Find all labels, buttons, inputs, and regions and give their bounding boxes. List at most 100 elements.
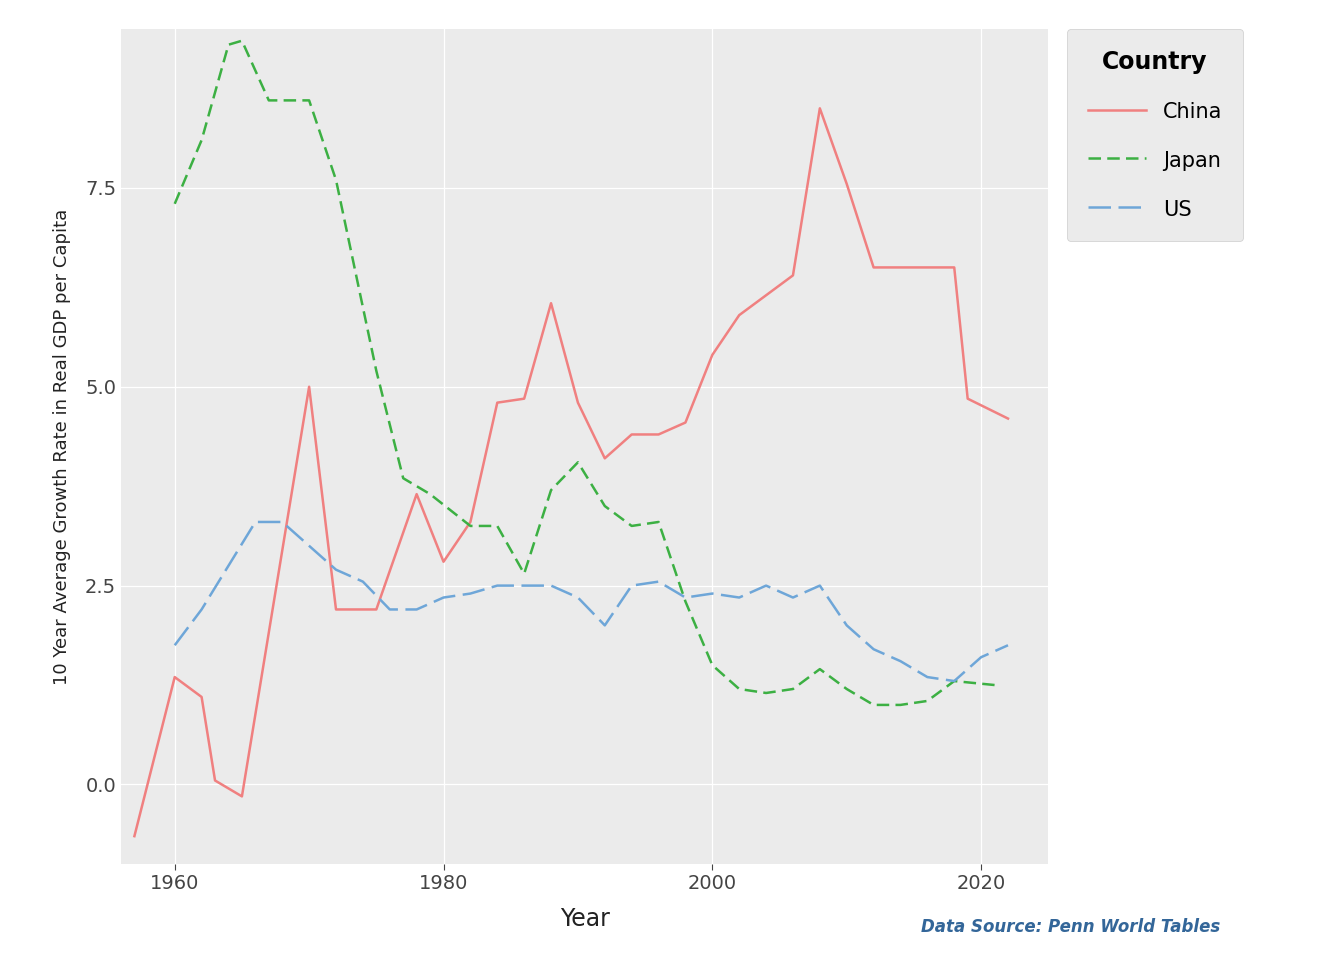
US [650,576,667,588]
US [597,619,613,631]
US [866,643,882,655]
Japan [328,174,344,185]
China [570,396,586,408]
China [624,429,640,441]
Line: Japan: Japan [175,40,995,705]
China [839,179,855,190]
China [731,309,747,321]
China [167,671,183,683]
US [274,516,290,528]
Japan [785,684,801,695]
US [785,591,801,603]
US [409,604,425,615]
US [731,591,747,603]
Japan [704,660,720,671]
Japan [839,684,855,695]
US [435,591,452,603]
Japan [395,472,411,484]
Japan [368,365,384,376]
US [704,588,720,599]
US [1000,639,1016,651]
China [301,381,317,393]
Japan [167,198,183,209]
Japan [812,663,828,675]
China [368,604,384,615]
Japan [516,568,532,580]
China [462,516,478,528]
China [785,270,801,281]
Text: Data Source: Penn World Tables: Data Source: Penn World Tables [921,918,1220,936]
US [328,564,344,575]
China [866,262,882,274]
US [919,671,935,683]
Japan [489,520,505,532]
China [946,262,962,274]
China [489,396,505,408]
China [892,262,909,274]
Legend: China, Japan, US: China, Japan, US [1067,29,1243,241]
China [126,830,142,842]
China [704,349,720,361]
China [435,556,452,567]
Line: US: US [175,522,1008,681]
China [1000,413,1016,424]
Japan [624,520,640,532]
China [677,417,694,428]
Japan [892,699,909,710]
US [247,516,263,528]
Japan [919,695,935,707]
China [194,691,210,703]
Japan [758,687,774,699]
US [946,675,962,686]
Japan [220,39,237,51]
US [812,580,828,591]
Japan [986,680,1003,691]
US [489,580,505,591]
Y-axis label: 10 Year Average Growth Rate in Real GDP per Capita: 10 Year Average Growth Rate in Real GDP … [52,208,71,684]
Japan [194,134,210,146]
China [597,452,613,464]
US [220,560,237,571]
US [677,591,694,603]
US [301,540,317,552]
China [409,489,425,500]
US [543,580,559,591]
Japan [677,596,694,608]
US [167,639,183,651]
China [207,775,223,786]
China [960,393,976,404]
US [194,604,210,615]
US [624,580,640,591]
Japan [866,699,882,710]
Japan [731,684,747,695]
Japan [462,520,478,532]
US [839,619,855,631]
Japan [261,95,277,107]
US [382,604,398,615]
China [919,262,935,274]
X-axis label: Year: Year [559,907,610,931]
US [892,656,909,667]
China [758,290,774,301]
Japan [597,500,613,512]
Japan [570,457,586,468]
China [812,103,828,114]
US [570,591,586,603]
US [973,652,989,663]
China [234,791,250,803]
US [355,576,371,588]
Japan [946,675,962,686]
China [516,393,532,404]
Line: China: China [134,108,1008,836]
Japan [422,489,438,500]
US [462,588,478,599]
Japan [234,35,250,46]
China [650,429,667,441]
Japan [301,95,317,107]
US [758,580,774,591]
China [328,604,344,615]
Japan [650,516,667,528]
US [516,580,532,591]
China [543,298,559,309]
Japan [543,485,559,496]
